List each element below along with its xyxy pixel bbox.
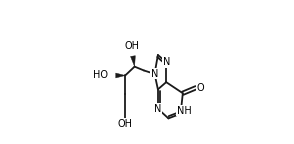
Text: N: N xyxy=(154,104,162,114)
Text: OH: OH xyxy=(124,41,139,51)
Polygon shape xyxy=(131,56,135,67)
Text: NH: NH xyxy=(177,106,191,116)
Text: O: O xyxy=(196,83,204,93)
Text: OH: OH xyxy=(118,119,133,129)
Text: HO: HO xyxy=(93,71,108,80)
Text: N: N xyxy=(163,57,170,67)
Polygon shape xyxy=(116,73,125,78)
Text: N: N xyxy=(151,69,158,79)
